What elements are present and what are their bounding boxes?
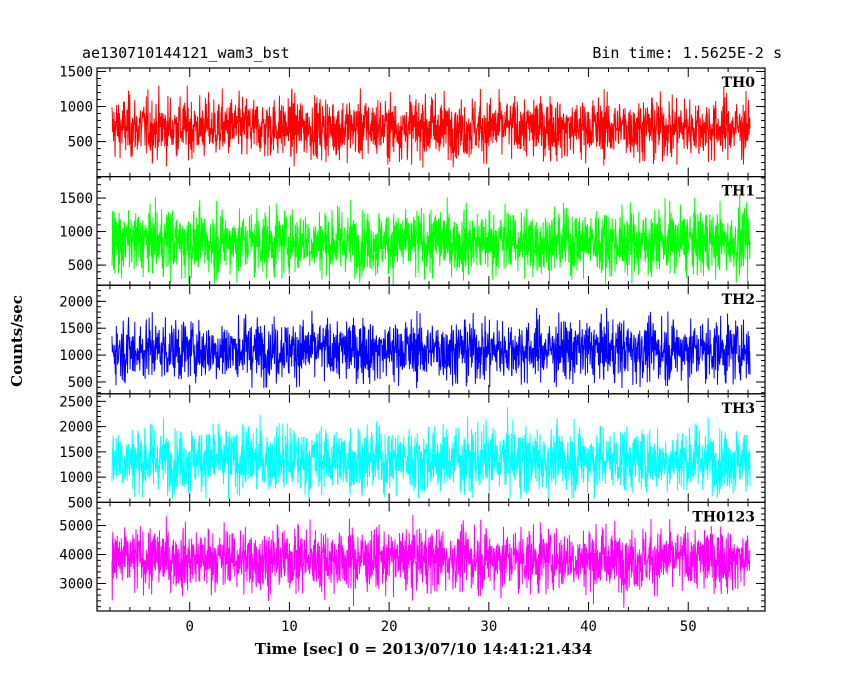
y-tick-label: 2000: [59, 294, 93, 310]
chart-title: ae130710144121_wam3_bst: [82, 44, 290, 62]
y-tick-label: 5000: [59, 519, 93, 535]
y-tick-label: 1000: [59, 470, 93, 486]
x-axis-label: Time [sec] 0 = 2013/07/10 14:41:21.434: [254, 640, 593, 658]
y-tick-label: 1000: [59, 348, 93, 364]
y-tick-label: 1500: [59, 65, 93, 81]
y-tick-label: 1500: [59, 321, 93, 337]
y-tick-label: 1500: [59, 445, 93, 461]
panel-label-th3: TH3: [722, 401, 755, 417]
x-tick-label: 50: [680, 619, 697, 635]
panel-label-th2: TH2: [722, 292, 755, 308]
x-tick-label: 40: [580, 619, 597, 635]
y-tick-label: 1500: [59, 191, 93, 207]
panel-frame-th3: [96, 393, 766, 503]
x-tick-label: 0: [186, 619, 194, 635]
y-tick-label: 1000: [59, 225, 93, 241]
x-tick-label: 20: [381, 619, 398, 635]
bin-time-label: Bin time: 1.5625E-2 s: [592, 44, 782, 62]
y-tick-label: 500: [68, 375, 93, 391]
series-line-th2: [111, 307, 751, 389]
y-tick-label: 500: [68, 135, 93, 151]
panel-label-th1: TH1: [722, 184, 755, 200]
x-tick-label: 10: [281, 619, 298, 635]
y-tick-label: 4000: [59, 548, 93, 564]
series-line-th1: [111, 194, 751, 285]
panel-label-th0123: TH0123: [692, 509, 755, 525]
y-tick-label: 500: [68, 258, 93, 274]
y-tick-label: 3000: [59, 576, 93, 592]
x-tick-label: 30: [480, 619, 497, 635]
series-line-th0: [111, 85, 751, 168]
panel-frame-th0123: [96, 501, 766, 612]
y-tick-label: 2500: [59, 394, 93, 410]
y-tick-label: 500: [68, 495, 93, 511]
y-tick-label: 2000: [59, 420, 93, 436]
series-line-th0123: [111, 514, 751, 608]
series-line-th3: [111, 407, 751, 500]
panel-label-th0: TH0: [722, 75, 756, 91]
y-tick-label: 1000: [59, 100, 93, 116]
